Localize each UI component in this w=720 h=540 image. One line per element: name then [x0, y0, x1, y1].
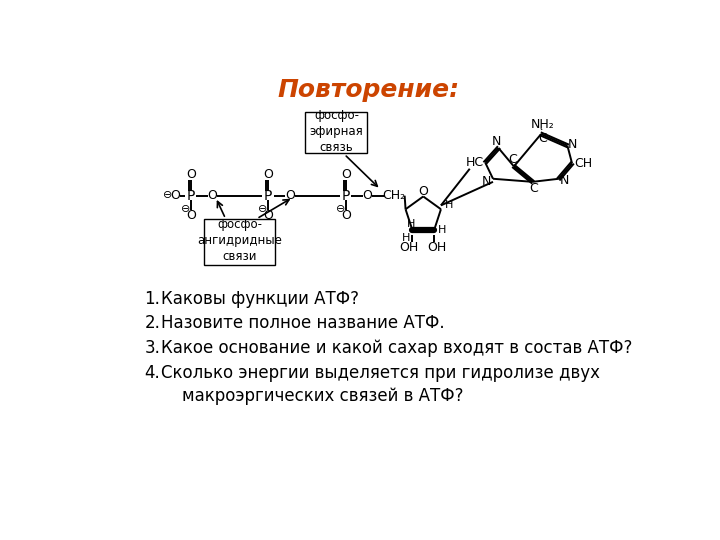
- Text: O: O: [264, 209, 273, 222]
- Text: H: H: [444, 200, 453, 210]
- Text: O: O: [186, 168, 196, 181]
- FancyBboxPatch shape: [204, 219, 275, 265]
- Text: P: P: [186, 188, 195, 202]
- Text: ⊖: ⊖: [258, 204, 268, 214]
- Text: O: O: [186, 209, 196, 222]
- Text: фосфо-
эфирная
связь: фосфо- эфирная связь: [310, 109, 364, 153]
- Text: O: O: [418, 185, 428, 198]
- Text: P: P: [341, 188, 350, 202]
- Text: 2.: 2.: [144, 314, 160, 332]
- Text: Какое основание и какой сахар входят в состав АТФ?: Какое основание и какой сахар входят в с…: [161, 339, 633, 357]
- Text: H: H: [407, 219, 415, 229]
- Text: фосфо-
ангидридные
связи: фосфо- ангидридные связи: [197, 218, 282, 263]
- Text: ⊖: ⊖: [163, 190, 172, 200]
- Text: Каковы функции АТФ?: Каковы функции АТФ?: [161, 289, 359, 308]
- Text: Назовите полное название АТФ.: Назовите полное название АТФ.: [161, 314, 445, 332]
- Text: O: O: [341, 168, 351, 181]
- Text: H: H: [402, 233, 410, 242]
- Text: H: H: [438, 225, 446, 235]
- Text: C: C: [508, 153, 517, 166]
- Text: N: N: [559, 174, 569, 187]
- Text: Повторение:: Повторение:: [278, 78, 460, 102]
- Text: 4.: 4.: [144, 363, 160, 382]
- Text: O: O: [207, 189, 217, 202]
- Text: O: O: [362, 189, 372, 202]
- Text: N: N: [482, 176, 492, 188]
- Text: O: O: [285, 189, 295, 202]
- Text: N: N: [568, 138, 577, 151]
- Text: HC: HC: [465, 156, 483, 169]
- Text: O: O: [341, 209, 351, 222]
- Text: Сколько энергии выделяется при гидролизе двух
    макроэргических связей в АТФ?: Сколько энергии выделяется при гидролизе…: [161, 363, 600, 405]
- Text: O: O: [171, 189, 180, 202]
- Text: P: P: [264, 188, 272, 202]
- Text: CH: CH: [574, 157, 592, 170]
- Text: CH₂: CH₂: [382, 189, 405, 202]
- Text: 1.: 1.: [144, 289, 160, 308]
- Text: C: C: [530, 183, 539, 195]
- Text: ⊖: ⊖: [181, 204, 190, 214]
- Text: OH: OH: [400, 241, 419, 254]
- Text: C: C: [539, 132, 547, 145]
- FancyBboxPatch shape: [305, 112, 367, 153]
- Text: 3.: 3.: [144, 339, 160, 357]
- Text: O: O: [264, 168, 273, 181]
- Text: ⊖: ⊖: [336, 204, 345, 214]
- Text: N: N: [492, 136, 501, 148]
- Text: NH₂: NH₂: [531, 118, 554, 131]
- Text: OH: OH: [428, 241, 447, 254]
